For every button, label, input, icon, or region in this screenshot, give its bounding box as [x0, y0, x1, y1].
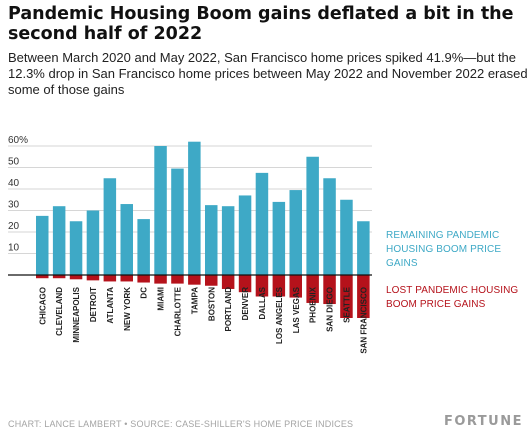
category-label: CLEVELAND: [55, 287, 64, 336]
legend-remaining-gains: REMAINING PANDEMIC HOUSING BOOM PRICE GA…: [386, 230, 502, 269]
lost-gain-bar: [103, 275, 117, 282]
category-label: DENVER: [241, 287, 250, 321]
lost-gain-bar: [154, 275, 167, 284]
lost-gain-bar: [340, 275, 353, 318]
category-label: BOSTON: [207, 287, 216, 321]
category-label: MINNEAPOLIS: [72, 286, 81, 342]
category-label: PORTLAND: [224, 287, 233, 332]
lost-gain-bar: [255, 275, 269, 297]
brand-logo: FORTUNE: [443, 414, 523, 429]
remaining-gain-bar: [154, 146, 167, 275]
remaining-gain-bar: [86, 210, 100, 275]
category-label: DALLAS: [258, 286, 267, 319]
legend-lost-gains: LOST PANDEMIC HOUSING BOOM PRICE GAINS: [386, 285, 519, 310]
remaining-gain-bar: [103, 178, 117, 275]
category-label: SEATTLE: [342, 286, 351, 323]
category-label: NEW YORK: [123, 287, 132, 331]
lost-gain-bar: [205, 275, 218, 286]
lost-gain-bar: [323, 275, 336, 305]
category-label: DETROIT: [89, 287, 98, 322]
remaining-gain-bar: [137, 219, 150, 275]
category-label: PHOENIX: [309, 286, 318, 323]
chart-title: Pandemic Housing Boom gains deflated a b…: [8, 4, 514, 44]
lost-gain-bar: [306, 275, 319, 303]
lost-gain-bar: [289, 275, 302, 298]
remaining-gain-bar: [69, 221, 83, 275]
y-tick-label: 30: [8, 200, 20, 211]
y-tick-label: 10: [8, 243, 20, 254]
remaining-gain-bar: [52, 206, 66, 275]
bar-chart: 10 20 30 40 50 60% CHICAGO CLEVELAND MINNEAPOLIS…: [8, 135, 372, 354]
lost-gain-bar: [221, 275, 235, 289]
remaining-gain-bar: [289, 190, 302, 275]
remaining-gain-bar: [272, 201, 286, 275]
y-tick-label: 40: [8, 178, 20, 189]
category-label: CHICAGO: [38, 287, 47, 325]
remaining-gain-bar: [221, 206, 235, 275]
lost-gain-bar: [137, 275, 150, 283]
remaining-gain-bar: [255, 172, 269, 275]
source-credit: CHART: LANCE LAMBERT • SOURCE: CASE-SHIL…: [8, 419, 354, 429]
lost-gain-bar: [52, 275, 66, 279]
category-label: TAMPA: [190, 287, 199, 314]
remaining-gain-bar: [188, 141, 201, 275]
category-label: LOS ANGELES: [275, 286, 284, 344]
lost-gain-bar: [69, 275, 83, 280]
category-label: ATLANTA: [106, 287, 115, 324]
category-label: MIAMI: [157, 287, 166, 311]
category-label: LAS VEGAS: [292, 286, 301, 333]
lost-gain-bar: [272, 275, 286, 297]
category-label: SAN FRANCISCO: [359, 287, 368, 354]
lost-gain-bar: [357, 275, 370, 318]
chart-subtitle: Between March 2020 and May 2022, San Fra…: [8, 50, 528, 97]
remaining-gain-bar: [238, 195, 252, 275]
lost-gain-bar: [171, 275, 184, 284]
lost-gain-bar: [86, 275, 100, 281]
remaining-gain-bar: [323, 178, 336, 275]
remaining-gain-bar: [340, 199, 353, 275]
category-label: CHARLOTTE: [173, 286, 182, 336]
remaining-gain-bar: [205, 205, 218, 275]
remaining-gain-bar: [357, 221, 370, 275]
lost-gain-bar: [188, 275, 201, 285]
category-label: DC: [140, 287, 149, 299]
lost-gain-bar: [36, 275, 49, 279]
remaining-gain-bar: [306, 156, 319, 275]
remaining-gain-bar: [120, 204, 133, 275]
y-tick-label: 50: [8, 157, 20, 168]
lost-gain-bar: [238, 275, 252, 293]
lost-gain-bar: [120, 275, 133, 282]
remaining-gain-bar: [171, 168, 184, 275]
remaining-gain-bar: [36, 215, 49, 275]
category-label: SAN DIEGO: [326, 287, 335, 332]
y-tick-label: 20: [8, 221, 20, 232]
y-tick-label: 60%: [8, 135, 28, 146]
